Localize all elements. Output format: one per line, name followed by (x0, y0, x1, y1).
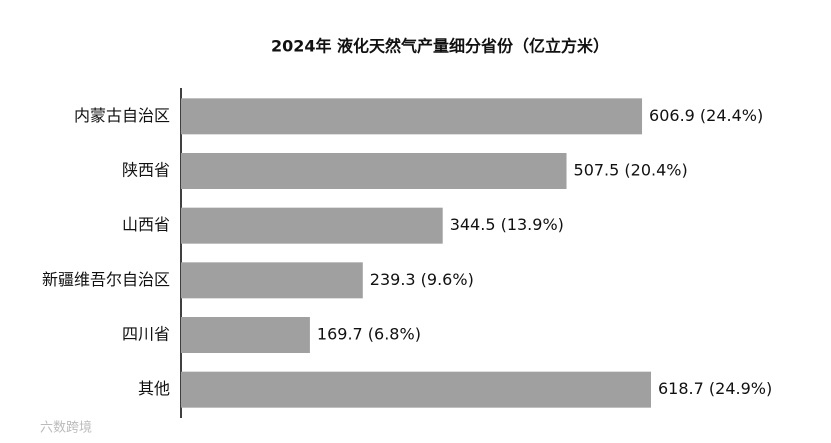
category-label: 陕西省 (122, 161, 170, 180)
data-label: 507.5 (20.4%) (574, 161, 688, 180)
bar (181, 207, 443, 244)
category-label: 新疆维吾尔自治区 (42, 270, 170, 289)
data-label: 606.9 (24.4%) (649, 106, 763, 125)
chart-title: 2024年 液化天然气产量细分省份（亿立方米） (271, 37, 609, 56)
bar (181, 262, 363, 299)
category-label: 四川省 (122, 325, 170, 344)
bar (181, 317, 310, 353)
logo: 六数跨境 (40, 421, 92, 436)
category-label: 其他 (138, 379, 170, 398)
data-label: 618.7 (24.9%) (658, 379, 772, 398)
data-label: 344.5 (13.9%) (450, 215, 564, 234)
bar (181, 371, 651, 408)
data-label: 169.7 (6.8%) (317, 325, 421, 344)
bar (181, 98, 643, 135)
bar (181, 153, 567, 189)
category-label: 内蒙古自治区 (74, 106, 170, 125)
category-label: 山西省 (122, 215, 170, 234)
data-label: 239.3 (9.6%) (370, 270, 474, 289)
